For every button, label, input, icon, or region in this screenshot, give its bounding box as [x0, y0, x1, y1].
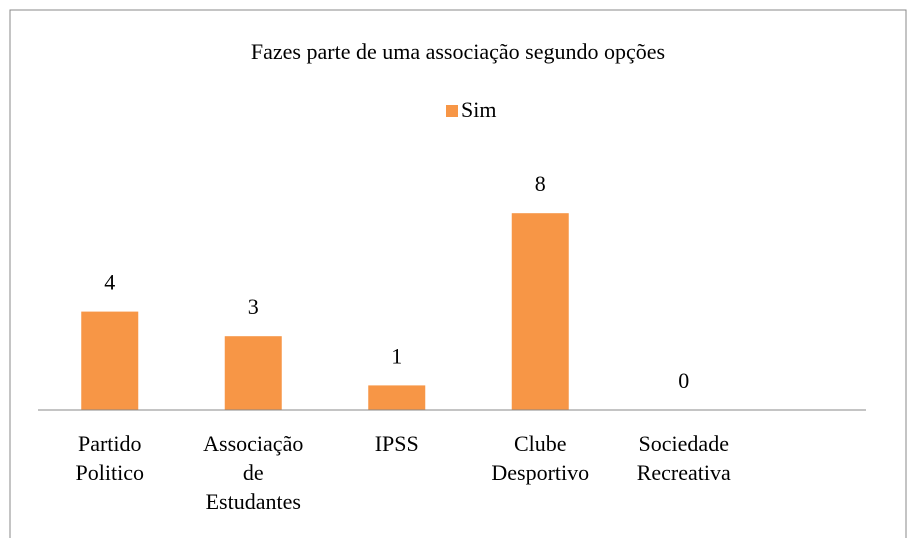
data-label: 4 — [104, 270, 115, 295]
bar — [511, 213, 569, 410]
chart-border — [9, 9, 907, 538]
x-tick-label: Clube Desportivo — [491, 431, 589, 485]
chart-title: Fazes parte de uma associação segundo op… — [251, 39, 665, 64]
bar — [224, 336, 282, 410]
legend-label: Sim — [461, 97, 496, 122]
data-label: 8 — [535, 171, 546, 196]
x-tick-label: IPSS — [375, 431, 419, 456]
data-label: 3 — [248, 294, 259, 319]
legend-swatch — [446, 105, 458, 117]
x-tick-label: Sociedade Recreativa — [637, 431, 731, 485]
x-tick-label: Partido Politico — [76, 431, 144, 485]
x-tick-label: Associação de Estudantes — [203, 431, 303, 514]
bar — [368, 385, 426, 410]
bar — [81, 311, 139, 410]
data-label: 1 — [391, 343, 402, 368]
data-label: 0 — [678, 368, 689, 393]
